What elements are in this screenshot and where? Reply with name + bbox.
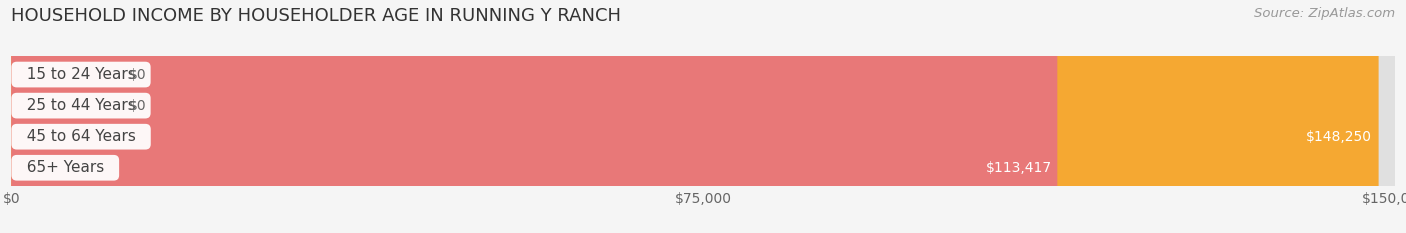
FancyBboxPatch shape [11, 0, 1395, 233]
FancyBboxPatch shape [11, 0, 1395, 233]
Text: 45 to 64 Years: 45 to 64 Years [17, 129, 145, 144]
Text: 15 to 24 Years: 15 to 24 Years [17, 67, 145, 82]
FancyBboxPatch shape [11, 0, 1395, 233]
Text: $0: $0 [129, 68, 146, 82]
Text: $113,417: $113,417 [986, 161, 1052, 175]
Text: $0: $0 [129, 99, 146, 113]
Text: HOUSEHOLD INCOME BY HOUSEHOLDER AGE IN RUNNING Y RANCH: HOUSEHOLD INCOME BY HOUSEHOLDER AGE IN R… [11, 7, 621, 25]
FancyBboxPatch shape [11, 0, 1395, 233]
FancyBboxPatch shape [11, 0, 1379, 233]
Text: Source: ZipAtlas.com: Source: ZipAtlas.com [1254, 7, 1395, 20]
Text: 25 to 44 Years: 25 to 44 Years [17, 98, 145, 113]
FancyBboxPatch shape [8, 0, 45, 233]
Text: $148,250: $148,250 [1306, 130, 1372, 144]
FancyBboxPatch shape [11, 0, 1057, 233]
FancyBboxPatch shape [8, 0, 45, 233]
Text: 65+ Years: 65+ Years [17, 160, 114, 175]
